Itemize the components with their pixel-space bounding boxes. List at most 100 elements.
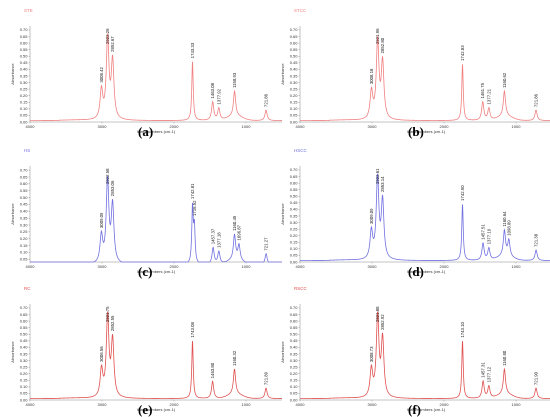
- x-tick-label: 4000: [296, 402, 306, 407]
- panel-title: RSCC: [294, 286, 308, 291]
- panel-title: RC: [24, 286, 31, 291]
- x-tick-label: 2000: [440, 124, 450, 129]
- y-tick-label: 0.15: [290, 240, 299, 245]
- peak-label: 1743.10: [460, 321, 465, 337]
- x-tick-label: 1000: [242, 264, 252, 269]
- y-tick-label: 0.35: [20, 351, 29, 356]
- x-tick-label: 1000: [242, 402, 252, 407]
- peak-label: 2921.75: [105, 306, 110, 322]
- x-tick-label: 3000: [368, 264, 378, 269]
- y-tick-label: 0.50: [290, 194, 299, 199]
- y-tick-label: 0.15: [290, 100, 299, 105]
- peak-label: 1457.31: [481, 362, 486, 378]
- y-tick-label: 0.45: [20, 60, 29, 65]
- y-tick-label: 0.45: [20, 338, 29, 343]
- panel-letter: (e): [138, 402, 152, 417]
- x-axis-label: Wavenumbers (cm-1): [137, 407, 176, 412]
- y-tick-label: 0.30: [290, 220, 299, 225]
- y-tick-label: 0.55: [290, 47, 299, 52]
- peak-label: 1743.08: [190, 322, 195, 338]
- y-tick-label: 0.35: [290, 73, 299, 78]
- y-tick-label: 0.05: [20, 391, 29, 396]
- spectrum-line: [300, 35, 550, 122]
- y-axis-label: Absorbance: [280, 203, 285, 225]
- y-tick-label: 0.05: [20, 257, 29, 262]
- peak-label: 2853.14: [380, 176, 385, 192]
- y-tick-label: 0.60: [20, 40, 29, 45]
- x-tick-label: 1000: [512, 124, 522, 129]
- panel-6: RSCC 0.70 0.650.60 0.55 0.500.45 0.400.35 0.30…: [280, 286, 550, 417]
- panel-letter: (f): [408, 402, 421, 417]
- y-tick-label: 0.25: [20, 86, 29, 91]
- y-tick-label: 0.30: [290, 80, 299, 85]
- y-tick-label: 0.50: [290, 54, 299, 59]
- y-tick-label: 0.30: [20, 80, 29, 85]
- y-tick-label: 0.20: [290, 371, 299, 376]
- y-tick-label: 0.35: [290, 351, 299, 356]
- y-tick-label: 0.40: [290, 67, 299, 72]
- y-tick-label: 0.55: [20, 325, 29, 330]
- peak-label: 2921.88: [375, 306, 380, 322]
- x-tick-label: 4000: [296, 264, 306, 269]
- peak-label: 2922.26: [105, 28, 110, 44]
- peak-label: 1716.52: [192, 200, 197, 216]
- x-tick-label: 3000: [98, 402, 108, 407]
- x-tick-label: 3000: [368, 124, 378, 129]
- x-tick-label: 4000: [296, 124, 306, 129]
- y-tick-label: 0.50: [20, 54, 29, 59]
- y-axis-label: Absorbance: [10, 203, 15, 225]
- peak-label: 3008.73: [369, 346, 374, 362]
- panel-letter: (d): [408, 264, 424, 279]
- y-tick-label: 0.45: [20, 202, 29, 207]
- y-tick-label: 0.00: [290, 397, 299, 402]
- y-tick-label: 0.60: [20, 181, 29, 186]
- peak-label: 3006.56: [99, 346, 104, 362]
- x-tick-label: 2000: [440, 264, 450, 269]
- y-tick-label: 0.20: [290, 233, 299, 238]
- peak-label: 2853.06: [110, 180, 115, 196]
- peak-label: 2852.67: [110, 36, 115, 52]
- y-tick-label: 0.45: [290, 338, 299, 343]
- y-tick-label: 0.00: [290, 119, 299, 124]
- y-tick-label: 0.60: [290, 180, 299, 185]
- y-tick-label: 0.70: [20, 167, 29, 172]
- peak-label: 2922.58: [105, 168, 110, 184]
- peak-label: 1098.89: [506, 220, 511, 236]
- y-tick-label: 0.10: [20, 250, 29, 255]
- y-tick-label: 0.65: [290, 174, 299, 179]
- peak-label: 721.90: [534, 371, 539, 385]
- x-axis-label: Wavenumbers (cm-1): [407, 407, 446, 412]
- y-tick-label: 0.30: [290, 358, 299, 363]
- peak-label: 1158.93: [232, 72, 237, 88]
- x-tick-label: 4000: [26, 124, 36, 129]
- peak-label: 1160.64: [502, 211, 507, 227]
- y-tick-label: 0.70: [290, 167, 299, 172]
- peak-label: 1461.75: [480, 82, 485, 98]
- x-tick-label: 1000: [242, 124, 252, 129]
- y-tick-label: 0.25: [290, 226, 299, 231]
- x-tick-label: 2000: [440, 402, 450, 407]
- y-tick-label: 0.15: [20, 378, 29, 383]
- x-tick-label: 2000: [170, 402, 180, 407]
- peak-label: 2922.61: [375, 168, 380, 184]
- peak-label: 1160.62: [502, 72, 507, 88]
- peak-label: 1377.92: [216, 88, 221, 104]
- peak-label: 3009.09: [99, 212, 104, 228]
- y-tick-label: 0.10: [290, 384, 299, 389]
- y-tick-label: 0.00: [20, 119, 29, 124]
- peak-label: 1096.87: [237, 224, 242, 240]
- y-tick-label: 0.50: [20, 332, 29, 337]
- peak-label: 2921.96: [375, 28, 380, 44]
- y-tick-label: 0.70: [20, 27, 29, 32]
- spectrum-line: [30, 32, 283, 122]
- y-tick-label: 0.70: [290, 27, 299, 32]
- y-tick-label: 0.25: [290, 86, 299, 91]
- peak-label: 1457.51: [481, 224, 486, 240]
- y-tick-label: 0.35: [290, 213, 299, 218]
- peak-label: 721.27: [264, 237, 269, 251]
- y-tick-label: 0.30: [20, 222, 29, 227]
- panel-letter: (c): [138, 264, 152, 279]
- peak-label: 721.38: [534, 233, 539, 247]
